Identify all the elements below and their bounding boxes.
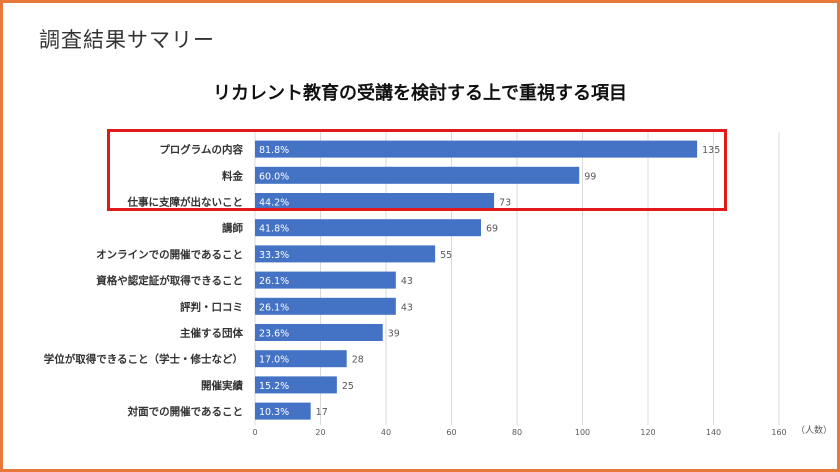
- bar: [255, 193, 495, 210]
- x-tick-label: 60: [446, 428, 456, 437]
- value-label: 99: [584, 171, 596, 182]
- category-label: 料金: [222, 169, 243, 182]
- bar: [255, 297, 396, 315]
- x-tick-label: 160: [771, 428, 786, 437]
- bar: [255, 166, 580, 184]
- bar: [255, 245, 436, 263]
- value-label: 135: [702, 145, 720, 156]
- bar: [255, 324, 383, 341]
- category-label: プログラムの内容: [159, 143, 243, 156]
- percent-label: 26.1%: [259, 276, 289, 287]
- percent-label: 10.3%: [259, 407, 289, 418]
- percent-label: 33.3%: [259, 250, 289, 261]
- percent-label: 15.2%: [259, 381, 289, 392]
- value-label: 25: [342, 381, 354, 392]
- category-label: オンラインでの開催であること: [96, 248, 243, 261]
- bar: [255, 376, 337, 394]
- x-tick-label: 140: [706, 428, 721, 437]
- percent-label: 41.8%: [259, 224, 289, 235]
- category-label: 学位が取得できること（学士・修士など）: [44, 353, 243, 366]
- x-tick-label: 80: [512, 428, 522, 437]
- category-label: 評判・口コミ: [180, 300, 243, 313]
- value-label: 55: [440, 250, 452, 261]
- category-label: 講師: [222, 222, 243, 235]
- percent-label: 60.0%: [259, 171, 289, 182]
- x-tick-label: 40: [381, 428, 391, 437]
- bar: [255, 271, 396, 289]
- x-axis-label: （人数）: [796, 424, 832, 436]
- category-label: 開催実績: [201, 379, 243, 392]
- bar: [255, 350, 347, 368]
- bar-chart: 0 20 40 60 80 100 120 140 160 （人数） プログラムの内容 81.8% 13…: [44, 132, 832, 437]
- slide-header: 調査結果サマリー: [39, 28, 215, 52]
- bar: [255, 140, 698, 158]
- percent-label: 44.2%: [259, 198, 289, 209]
- x-tick-label: 20: [315, 428, 325, 437]
- x-tick-label: 100: [575, 428, 590, 437]
- value-label: 43: [401, 302, 413, 313]
- value-label: 69: [486, 224, 498, 235]
- category-label: 仕事に支障が出ないこと: [127, 196, 244, 209]
- value-label: 39: [388, 329, 400, 340]
- x-tick-label: 0: [252, 428, 257, 437]
- bar: [255, 402, 311, 420]
- value-label: 73: [499, 198, 511, 209]
- category-label: 主催する団体: [180, 327, 243, 340]
- category-label: 対面での開催であること: [127, 405, 243, 418]
- chart-title: リカレント教育の受講を検討する上で重視する項目: [213, 83, 627, 104]
- highlight-box: [107, 129, 727, 211]
- percent-label: 17.0%: [259, 355, 289, 366]
- value-label: 17: [316, 407, 328, 418]
- percent-label: 23.6%: [259, 329, 289, 340]
- value-label: 43: [401, 276, 413, 287]
- percent-label: 26.1%: [259, 302, 289, 313]
- value-label: 28: [352, 355, 364, 366]
- bar: [255, 219, 481, 237]
- category-label: 資格や認定証が取得できること: [96, 274, 243, 287]
- percent-label: 81.8%: [259, 145, 289, 156]
- x-tick-label: 120: [640, 428, 655, 437]
